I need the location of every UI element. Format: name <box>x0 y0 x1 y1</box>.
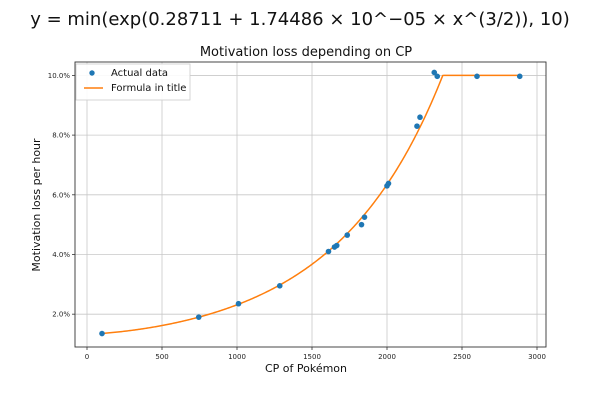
y-tick-label: 8.0% <box>52 132 70 140</box>
x-tick-label: 1000 <box>228 353 246 361</box>
data-point <box>99 330 105 337</box>
formula-line <box>101 74 520 335</box>
data-point <box>434 73 441 80</box>
x-tick-label: 1500 <box>303 353 321 361</box>
data-point <box>195 314 202 320</box>
legend-box <box>75 63 191 101</box>
data-point <box>344 232 351 238</box>
data-point <box>417 114 423 121</box>
data-point <box>385 180 392 187</box>
data-point <box>276 283 283 289</box>
data-point <box>431 69 438 76</box>
legend-marker-actual-data <box>89 70 95 76</box>
plot-frame <box>74 61 547 348</box>
formula-title: y = min(exp(0.28711 + 1.74486 × 10^−05 ×… <box>30 9 570 30</box>
y-tick-label: 2.0% <box>52 311 70 319</box>
x-tick-label: 2500 <box>453 353 471 361</box>
data-point <box>414 123 420 129</box>
data-point <box>235 300 242 307</box>
legend: Actual data Formula in title <box>75 63 191 101</box>
x-tick-label: 500 <box>155 353 168 361</box>
x-axis-label: CP of Pokémon <box>265 362 347 375</box>
data-point <box>361 214 368 220</box>
data-point <box>333 242 340 249</box>
y-tick-label: 6.0% <box>52 191 70 199</box>
x-tick-label: 3000 <box>528 353 546 361</box>
data-point <box>358 221 365 228</box>
y-tick-label: 4.0% <box>52 251 70 259</box>
legend-label-formula: Formula in title <box>111 83 186 94</box>
y-tick-label: 10.0% <box>48 72 71 80</box>
data-point <box>474 73 480 80</box>
x-tick-label: 0 <box>85 353 89 361</box>
data-point <box>325 248 332 255</box>
x-tick-label: 2000 <box>378 353 396 361</box>
data-point <box>516 73 523 80</box>
chart-title: Motivation loss depending on CP <box>200 45 412 60</box>
legend-label-actual-data: Actual data <box>111 68 168 79</box>
y-axis-label: Motivation loss per hour <box>30 138 43 272</box>
plot-area: 0 500 1000 1500 2000 2500 3000 2.0% 4.0% 6.0% 8.0%… <box>48 61 547 361</box>
